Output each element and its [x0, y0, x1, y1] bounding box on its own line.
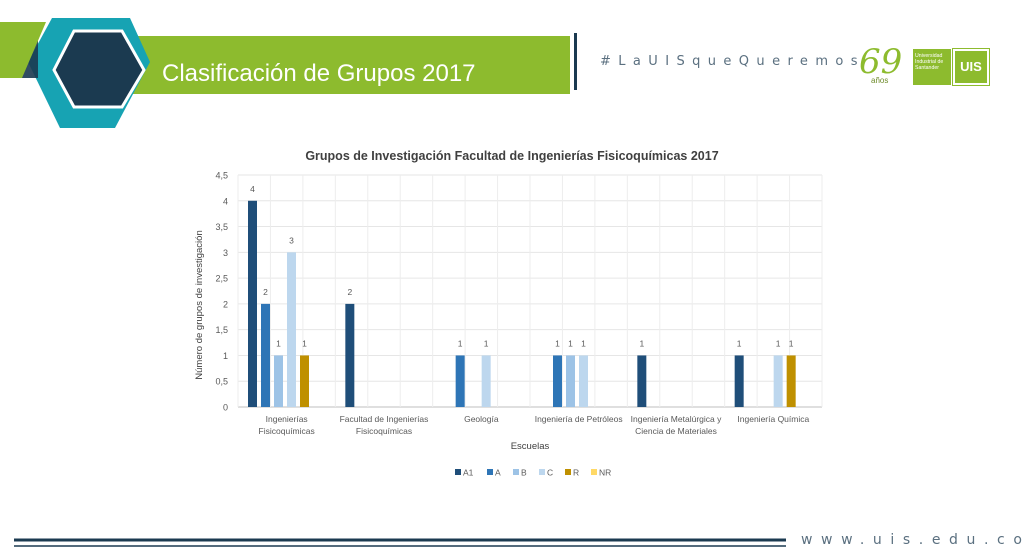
- anniversary-logo: 69 años: [855, 44, 905, 86]
- bar-data-label: 1: [458, 338, 463, 348]
- y-tick-label: 2,5: [215, 274, 228, 284]
- bar-data-label: 2: [263, 287, 268, 297]
- bar-data-label: 1: [789, 338, 794, 348]
- university-name-logo: Universidad Industrial de Santander: [913, 49, 951, 85]
- x-tick-labels: Ingenierías Fisicoquímicas Facultad de Ing…: [259, 414, 810, 436]
- banner-end-bar: [574, 33, 577, 90]
- y-tick-label: 4,5: [215, 171, 228, 181]
- bar-data-label: 1: [581, 338, 586, 348]
- bar-a: [455, 355, 465, 407]
- grid-lines: [237, 174, 823, 408]
- footer-url: www.uis.edu.co: [801, 532, 1023, 548]
- slide-title: Clasificación de Grupos 2017: [162, 60, 476, 87]
- y-tick-label: 2: [223, 299, 228, 309]
- x-tick-label: Ingeniería de Petróleos: [535, 414, 623, 424]
- x-tick-label: Geología: [464, 414, 499, 424]
- legend-swatch-r: [565, 469, 571, 475]
- uis-logo: UIS: [952, 48, 990, 86]
- bar-data-label: 1: [568, 338, 573, 348]
- bar-r: [786, 355, 796, 407]
- bars: [248, 200, 796, 407]
- bar-data-label: 1: [555, 338, 560, 348]
- x-tick-label: Fisicoquímicas: [259, 426, 315, 436]
- x-axis-label: Escuelas: [511, 441, 550, 452]
- y-axis-label: Número de grupos de investigación: [194, 230, 205, 379]
- bar-data-label: 1: [302, 338, 307, 348]
- x-tick-label: Facultad de Ingenierías: [340, 414, 429, 424]
- anniversary-suffix: años: [871, 76, 889, 85]
- y-tick-label: 4: [223, 196, 228, 206]
- bar-b: [566, 355, 575, 407]
- x-tick-label: Fisicoquímicas: [356, 426, 412, 436]
- y-tick-label: 3: [223, 248, 228, 258]
- legend-swatch-a1: [455, 469, 461, 475]
- bar-b: [274, 355, 283, 407]
- legend-swatch-a: [487, 469, 493, 475]
- bar-data-label: 1: [776, 338, 781, 348]
- y-tick-label: 0,5: [215, 377, 228, 387]
- bar-a: [553, 355, 562, 407]
- x-tick-label: Ingenierías: [266, 414, 308, 424]
- legend-label-c: C: [547, 468, 553, 478]
- bar-a: [261, 303, 270, 407]
- anniversary-number: 69: [859, 42, 903, 82]
- legend: A1 A B C R NR: [455, 468, 611, 478]
- legend-label-a: A: [495, 468, 501, 478]
- hashtag-text: #LaUISqueQueremos: [600, 54, 865, 69]
- x-tick-label: Ingeniería Química: [737, 414, 809, 424]
- bar-data-label: 4: [250, 184, 255, 194]
- legend-label-b: B: [521, 468, 527, 478]
- bar-data-label: 1: [276, 338, 281, 348]
- bar-data-label: 3: [289, 235, 294, 245]
- corner-green-shape: [0, 22, 46, 78]
- bar-data-label: 1: [484, 338, 489, 348]
- legend-label-a1: A1: [463, 468, 474, 478]
- legend-swatch-nr: [591, 469, 597, 475]
- bar-c: [579, 355, 588, 407]
- bar-c: [481, 355, 491, 407]
- bar-data-label: 1: [639, 338, 644, 348]
- bar-c: [773, 355, 783, 407]
- bar-a1: [248, 200, 257, 407]
- bar-a1: [734, 355, 744, 407]
- hexagon-navy-shape: [52, 29, 146, 109]
- bar-a1: [345, 303, 355, 407]
- legend-label-nr: NR: [599, 468, 611, 478]
- bar-data-label: 1: [737, 338, 742, 348]
- y-tick-labels: 0 0,5 1 1,5 2 2,5 3 3,5 4 4,5: [215, 171, 228, 413]
- bar-r: [300, 355, 309, 407]
- bar-a1: [637, 355, 647, 407]
- title-banner: [130, 36, 570, 94]
- bar-data-label: 2: [347, 287, 352, 297]
- x-tick-label: Ingeniería Metalúrgica y: [631, 414, 722, 424]
- y-tick-label: 0: [223, 403, 228, 413]
- legend-swatch-b: [513, 469, 519, 475]
- y-tick-label: 1,5: [215, 325, 228, 335]
- bar-c: [287, 252, 296, 407]
- chart-title: Grupos de Investigación Facultad de Inge…: [305, 149, 718, 163]
- legend-label-r: R: [573, 468, 579, 478]
- y-tick-label: 1: [223, 351, 228, 361]
- y-tick-label: 3,5: [215, 222, 228, 232]
- x-tick-label: Ciencia de Materiales: [635, 426, 717, 436]
- legend-swatch-c: [539, 469, 545, 475]
